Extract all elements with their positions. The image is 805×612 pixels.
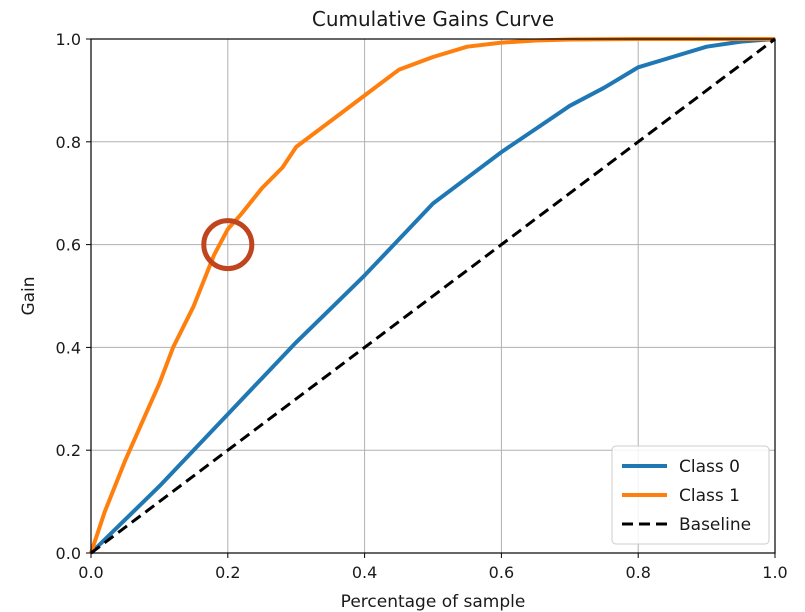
y-tick-label: 0.6 — [56, 236, 81, 255]
y-tick-label: 0.4 — [56, 338, 81, 357]
x-tick-label: 1.0 — [762, 563, 787, 582]
series-line-class-0 — [89, 37, 776, 555]
y-tick-label: 0.8 — [56, 133, 81, 152]
legend-box — [611, 445, 770, 545]
x-axis-label: Percentage of sample — [341, 592, 526, 612]
y-axis-label: Gain — [19, 276, 39, 315]
legend-label-class-1: Class 1 — [679, 486, 740, 506]
y-tick-label: 1.0 — [56, 30, 81, 49]
x-tick-label: 0.2 — [215, 563, 240, 582]
chart-title: Cumulative Gains Curve — [312, 7, 554, 31]
legend-label-class-0: Class 0 — [679, 457, 740, 477]
plot-frame — [90, 38, 776, 554]
x-tick-label: 0.4 — [352, 563, 377, 582]
series-line-class-1 — [89, 37, 775, 554]
x-tick-label: 0.8 — [625, 563, 650, 582]
highlight-circle — [201, 218, 255, 272]
legend-label-baseline: Baseline — [679, 515, 751, 535]
y-tick-label: 0.2 — [56, 441, 81, 460]
x-tick-label: 0.6 — [489, 563, 514, 582]
series-line-baseline — [90, 37, 776, 555]
y-tick-label: 0.0 — [56, 544, 81, 563]
x-tick-label: 0.0 — [78, 563, 103, 582]
